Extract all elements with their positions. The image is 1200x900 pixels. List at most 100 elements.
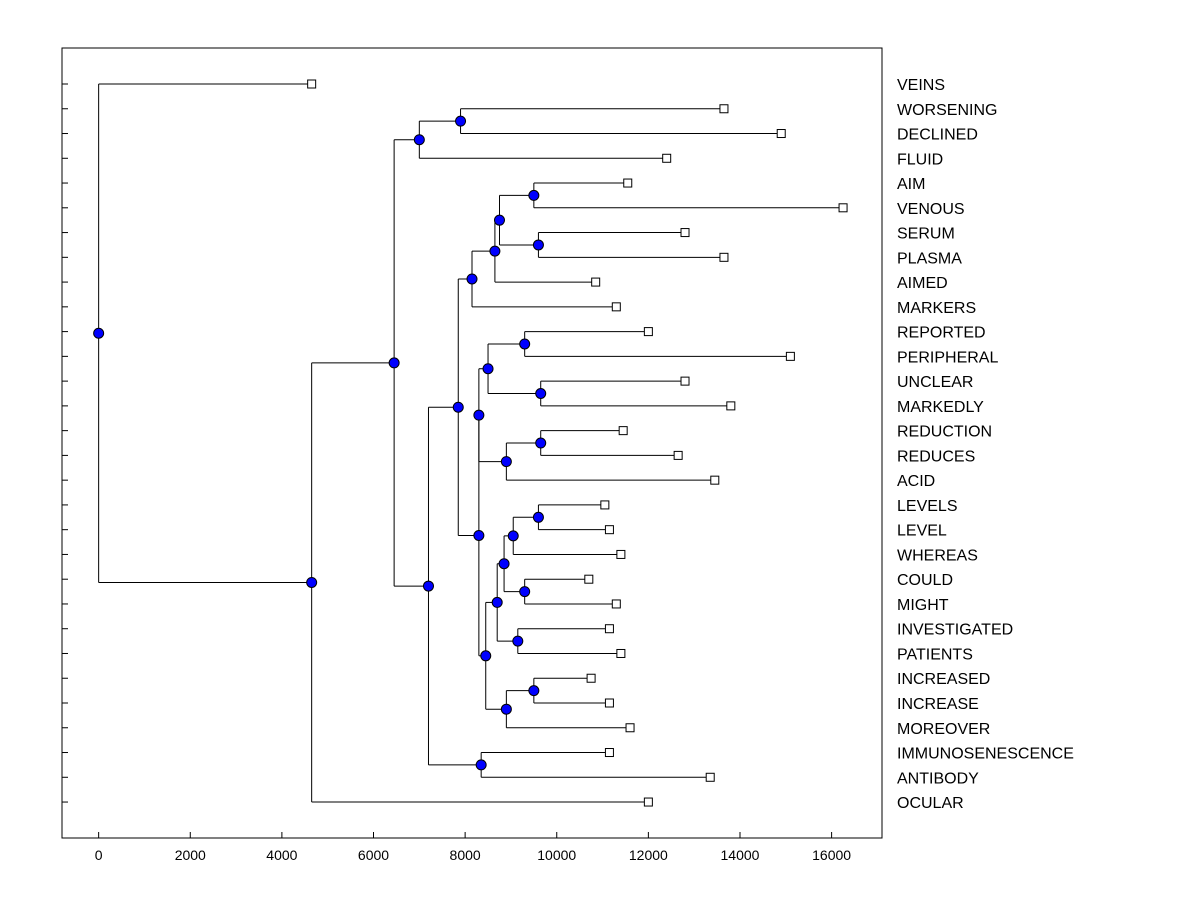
leaf-marker-whereas [616,549,626,559]
leaf-labels: VEINS WORSENING DECLINED FLUID AIM VENOUS SERU… [897,77,1074,812]
leaf-label-level: LEVEL [897,523,947,540]
leaf-marker-level [604,525,614,535]
merge-node-n9 [535,388,547,399]
leaf-label-levels: LEVELS [897,498,957,515]
leaf-marker-might [611,599,621,609]
leaf-label-patients: PATIENTS [897,646,973,663]
merge-node-n25 [475,759,487,771]
leaf-marker-fluid [662,153,672,163]
leaf-label-increased: INCREASED [897,671,990,688]
leaf-label-acid: ACID [897,473,935,490]
leaf-marker-reported [643,327,653,337]
leaf-marker-levels [600,500,610,510]
leaf-marker-increase [604,698,614,708]
leaf-label-could: COULD [897,572,953,589]
leaf-label-serum: SERUM [897,226,955,243]
leaf-marker-venous [838,203,848,213]
leaf-label-ocular: OCULAR [897,795,964,812]
leaf-markers [307,79,848,807]
merge-node-n6 [489,245,501,257]
plot-area [61,47,883,839]
leaf-label-reported: REPORTED [897,325,986,342]
leaf-label-veins: VEINS [897,77,945,94]
leaf-label-unclear: UNCLEAR [897,374,973,391]
leaf-marker-declined [776,129,786,139]
merge-node-n21 [500,703,512,715]
x-tick-label: 14000 [721,847,760,863]
merge-node-n2 [413,134,425,146]
leaf-marker-moreover [625,723,635,733]
merge-node-n27 [388,357,400,369]
leaf-label-increase: INCREASE [897,696,979,713]
merge-node-n14 [532,511,544,523]
leaf-marker-markedly [726,401,736,411]
x-tick-label: 6000 [358,847,389,863]
leaf-label-might: MIGHT [897,597,949,614]
leaf-label-markedly: MARKEDLY [897,399,984,416]
leaf-marker-serum [680,228,690,238]
leaf-marker-aimed [591,277,601,287]
leaf-marker-veins [307,79,317,89]
merge-node-n29 [93,327,105,339]
leaf-marker-ocular [643,797,653,807]
leaf-label-aimed: AIMED [897,275,948,292]
leaf-marker-reduces [673,450,683,460]
x-tick-label: 2000 [175,847,206,863]
merge-node-n10 [482,363,494,375]
leaf-marker-immunosenescence [604,748,614,758]
x-axis: 0 2000 4000 6000 8000 10000 12000 14000 16000 [95,832,851,863]
merge-node-n22 [480,650,492,662]
merge-node-n16 [519,586,531,598]
leaf-label-reduces: REDUCES [897,448,975,465]
leaf-marker-antibody [705,772,715,782]
leaf-marker-aim [623,178,633,188]
x-tick-label: 10000 [537,847,576,863]
merge-node-n11 [535,437,547,449]
merge-node-n5 [493,214,505,226]
merge-node-n20 [528,685,540,697]
leaf-marker-could [584,574,594,584]
merge-node-n19 [491,596,503,608]
merge-node-n28 [306,576,318,588]
leaf-marker-unclear [680,376,690,386]
merge-node-n18 [512,635,524,647]
leaf-marker-increased [586,673,596,683]
leaf-label-venous: VENOUS [897,201,965,218]
x-tick-label: 16000 [812,847,851,863]
leaf-label-aim: AIM [897,176,925,193]
node-markers [93,115,547,771]
merge-node-n3 [528,189,540,201]
leaf-label-immunosenescence: IMMUNOSENESCENCE [897,746,1074,763]
leaf-marker-markers [611,302,621,312]
dendrogram-edges [98,83,844,803]
merge-node-n13 [473,409,485,421]
merge-node-n15 [507,530,519,542]
leaf-label-declined: DECLINED [897,127,978,144]
leaf-marker-worsening [719,104,729,114]
leaf-label-fluid: FLUID [897,151,943,168]
merge-node-n24 [452,401,464,413]
merge-node-n1 [455,115,467,127]
x-tick-label: 4000 [266,847,297,863]
merge-node-n23 [473,529,485,541]
x-tick-label: 12000 [629,847,668,863]
merge-node-n12 [500,456,512,468]
leaf-label-antibody: ANTIBODY [897,770,979,787]
merge-node-n26 [422,580,434,592]
leaf-marker-plasma [719,252,729,262]
x-tick-label: 8000 [450,847,481,863]
merge-node-n8 [519,338,531,350]
leaf-marker-peripheral [785,351,795,361]
leaf-label-investigated: INVESTIGATED [897,622,1013,639]
merge-node-n17 [498,558,510,570]
leaf-label-reduction: REDUCTION [897,424,992,441]
leaf-marker-reduction [618,426,628,436]
merge-node-n7 [466,273,478,285]
leaf-marker-acid [710,475,720,485]
leaf-label-markers: MARKERS [897,300,976,317]
leaf-label-plasma: PLASMA [897,250,962,267]
y-tick-marks [62,83,68,803]
x-tick-label: 0 [95,847,103,863]
leaf-label-whereas: WHEREAS [897,547,978,564]
